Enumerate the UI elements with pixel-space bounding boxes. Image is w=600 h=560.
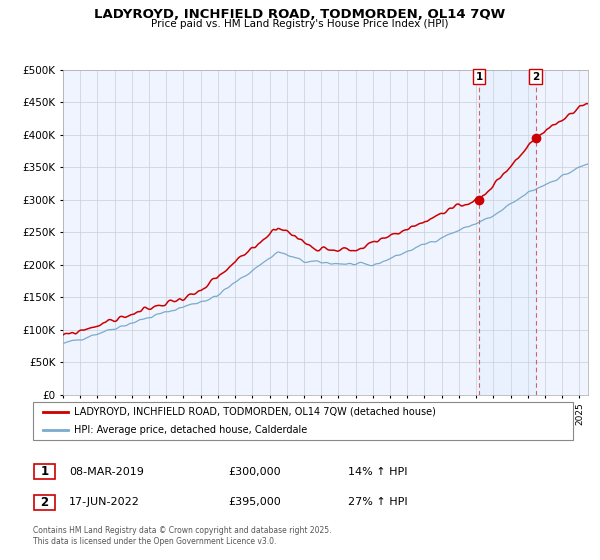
FancyBboxPatch shape: [34, 495, 55, 510]
Text: Price paid vs. HM Land Registry's House Price Index (HPI): Price paid vs. HM Land Registry's House …: [151, 19, 449, 29]
Text: LADYROYD, INCHFIELD ROAD, TODMORDEN, OL14 7QW: LADYROYD, INCHFIELD ROAD, TODMORDEN, OL1…: [94, 8, 506, 21]
Text: 2: 2: [40, 496, 49, 509]
Text: HPI: Average price, detached house, Calderdale: HPI: Average price, detached house, Cald…: [74, 425, 307, 435]
Text: 1: 1: [476, 72, 483, 82]
Text: 2: 2: [532, 72, 539, 82]
Text: 1: 1: [40, 465, 49, 478]
Text: 14% ↑ HPI: 14% ↑ HPI: [348, 466, 407, 477]
Bar: [479, 70, 536, 395]
Text: 27% ↑ HPI: 27% ↑ HPI: [348, 497, 407, 507]
Text: 17-JUN-2022: 17-JUN-2022: [69, 497, 140, 507]
FancyBboxPatch shape: [33, 402, 573, 440]
Text: Contains HM Land Registry data © Crown copyright and database right 2025.
This d: Contains HM Land Registry data © Crown c…: [33, 526, 331, 546]
Text: £300,000: £300,000: [228, 466, 281, 477]
Text: 08-MAR-2019: 08-MAR-2019: [69, 466, 144, 477]
Text: £395,000: £395,000: [228, 497, 281, 507]
Text: LADYROYD, INCHFIELD ROAD, TODMORDEN, OL14 7QW (detached house): LADYROYD, INCHFIELD ROAD, TODMORDEN, OL1…: [74, 407, 436, 417]
FancyBboxPatch shape: [34, 464, 55, 479]
